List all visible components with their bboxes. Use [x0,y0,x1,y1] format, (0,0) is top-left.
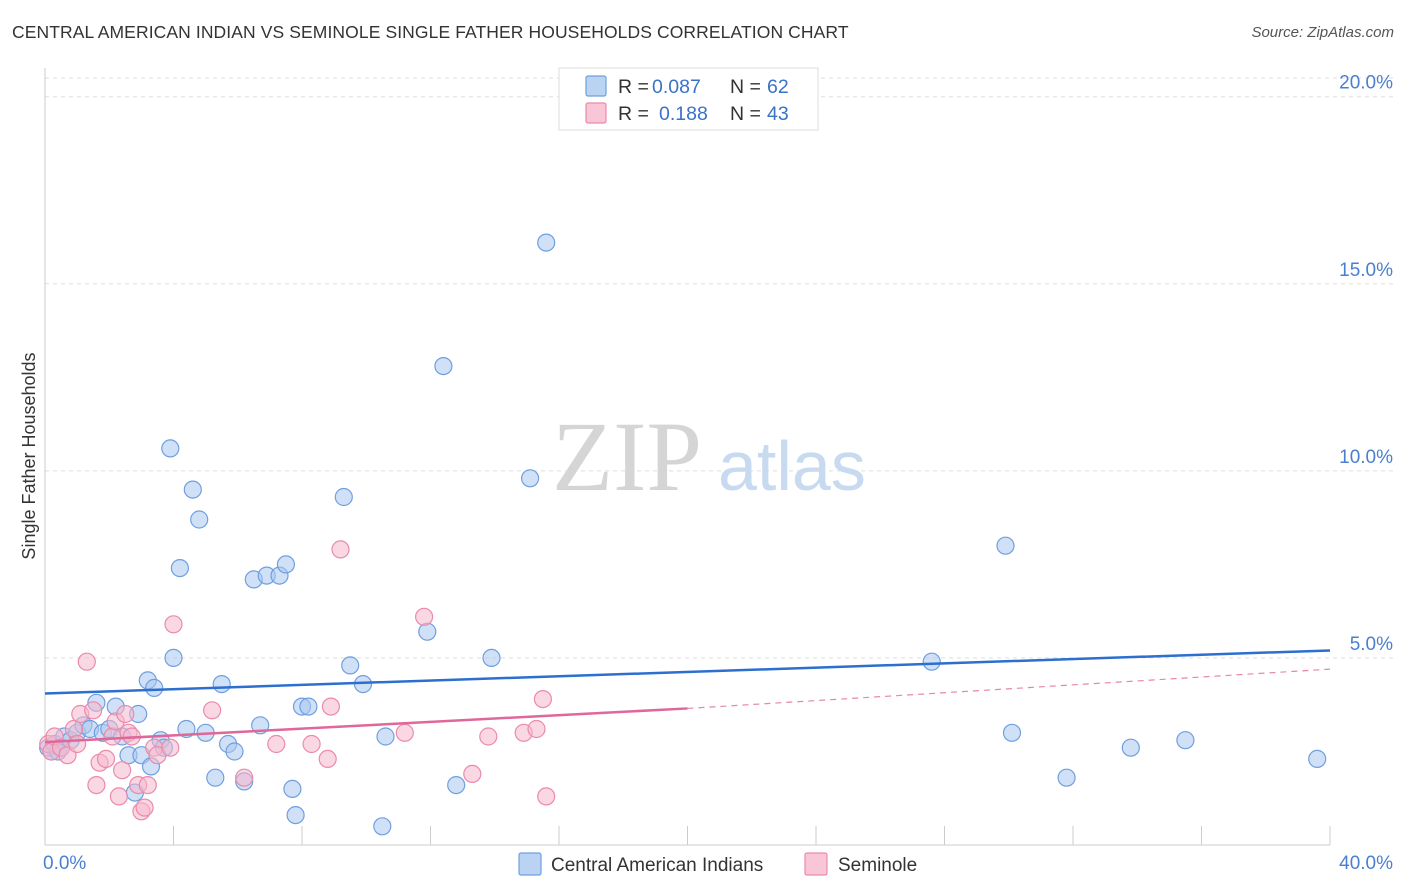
data-point-central-american-indians [1057,768,1076,787]
data-point-central-american-indians [1308,749,1327,769]
data-point-seminole [161,738,180,757]
data-point-seminole [463,764,482,784]
grid-layer [45,77,1395,659]
legend-n-value-2: 43 [767,103,789,125]
data-point-central-american-indians [1176,731,1195,750]
data-point-central-american-indians [161,439,180,458]
legend-swatch-central-american-indians [585,75,607,97]
data-point-seminole [331,540,350,559]
data-point-central-american-indians [447,775,466,795]
watermark: ZIP atlas [552,401,866,512]
x-tick-label: 0.0% [43,853,86,874]
legend-r-value-2: 0.188 [659,103,708,125]
legend-n-label-2: N = [730,103,761,125]
data-point-central-american-indians [373,817,392,836]
data-point-central-american-indians [434,357,453,376]
data-point-seminole [103,727,122,746]
trend-line-seminole-extension [687,668,1331,710]
data-point-seminole [77,652,96,671]
data-point-seminole [96,749,116,769]
data-point-central-american-indians [418,622,437,641]
bottom-legend-label-central-american-indians: Central American Indians [551,855,763,876]
data-point-central-american-indians [1002,723,1022,742]
x-tick-label: 40.0% [1339,853,1393,874]
data-point-seminole [318,749,337,769]
y-axis-label: Single Father Households [19,352,39,559]
watermark-zip: ZIP [552,401,702,512]
bottom-legend-label-seminole: Seminole [838,855,917,876]
axes-layer [44,68,1331,846]
bottom-legend-swatch-seminole [804,852,828,876]
data-point-seminole [164,615,183,634]
tick-labels: 5.0% 10.0% 15.0% 20.0% 0.0% 40.0% [43,73,1393,874]
points-layer [39,233,1327,836]
legend-r-value-1: 0.087 [652,76,701,98]
data-point-seminole [533,689,553,709]
data-point-seminole [203,701,222,720]
data-point-central-american-indians [334,487,353,507]
data-point-central-american-indians [206,768,225,787]
data-point-seminole [267,734,286,754]
y-tick-label: 20.0% [1339,73,1393,94]
data-point-central-american-indians [376,727,395,746]
data-point-central-american-indians [170,558,189,578]
y-tick-label: 15.0% [1339,260,1393,281]
data-point-central-american-indians [225,742,244,761]
data-point-seminole [415,607,434,626]
data-point-seminole [87,775,106,795]
data-point-seminole [235,768,254,787]
data-point-central-american-indians [286,805,305,825]
legend-swatch-seminole [585,102,607,124]
data-point-central-american-indians [1121,738,1140,757]
data-point-seminole [395,723,414,742]
watermark-atlas: atlas [718,427,866,505]
legend-n-label-1: N = [730,76,761,98]
data-point-seminole [138,775,157,795]
bottom-legend-swatch-central-american-indians [518,852,542,876]
trend-layer [44,649,1331,744]
data-point-central-american-indians [922,652,941,671]
chart-title: CENTRAL AMERICAN INDIAN VS SEMINOLE SING… [12,22,849,42]
data-point-seminole [112,761,132,780]
data-point-seminole [84,701,103,720]
data-point-seminole [67,734,87,754]
data-point-central-american-indians [276,555,295,574]
data-point-central-american-indians [482,648,501,668]
data-point-seminole [135,798,154,817]
data-point-central-american-indians [283,779,302,799]
data-point-seminole [537,787,556,806]
source-credit: Source: ZipAtlas.com [1251,24,1394,41]
data-point-seminole [302,734,321,754]
legend-r-label-2: R = [618,103,649,125]
data-point-seminole [479,727,498,746]
data-point-central-american-indians [537,233,556,252]
trend-line-central-american-indians [44,649,1331,695]
data-point-central-american-indians [996,536,1015,555]
data-point-seminole [116,704,135,724]
trend-line-seminole [44,707,688,744]
data-point-central-american-indians [164,648,183,668]
legend-n-value-1: 62 [767,76,789,98]
data-point-seminole [527,719,546,739]
bottom-legend: Central American Indians Seminole [518,852,917,876]
data-point-central-american-indians [520,469,540,488]
y-tick-label: 5.0% [1350,634,1393,655]
data-point-central-american-indians [183,480,202,499]
data-point-central-american-indians [341,656,360,675]
data-point-central-american-indians [212,674,231,694]
legend: R = 0.087 N = 62 R = 0.188 N = 43 [558,67,819,131]
legend-r-label-1: R = [618,76,649,98]
data-point-central-american-indians [299,697,318,716]
data-point-central-american-indians [190,510,209,529]
data-point-central-american-indians [145,678,164,698]
y-tick-label: 10.0% [1339,447,1393,468]
data-point-seminole [109,787,129,806]
data-point-seminole [321,697,340,716]
